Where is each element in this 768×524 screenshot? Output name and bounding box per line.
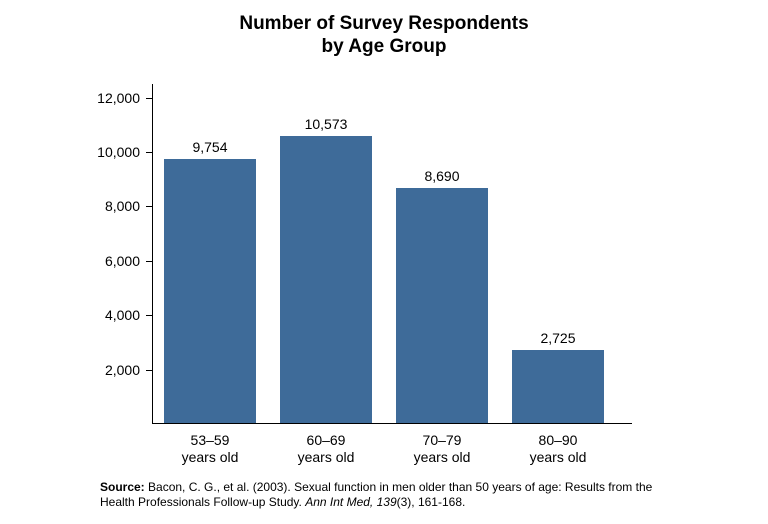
x-category-line1: 80–90 [512,432,604,449]
y-tick-label: 12,000 [84,90,140,106]
y-tick-label: 4,000 [84,307,140,323]
y-tick-mark [146,98,152,99]
y-tick-label: 8,000 [84,198,140,214]
y-tick-mark [146,261,152,262]
y-axis [152,84,153,424]
source-citation: Source: Bacon, C. G., et al. (2003). Sex… [100,480,680,510]
y-tick-mark [146,315,152,316]
bar [280,136,372,423]
chart-title: Number of Survey Respondents by Age Grou… [0,0,768,58]
x-category-line1: 53–59 [164,432,256,449]
x-category-label: 70–79years old [396,432,488,466]
x-axis [152,423,632,424]
y-tick-label: 2,000 [84,362,140,378]
x-category-line2: years old [164,449,256,466]
source-italic: Ann Int Med, 139 [305,495,396,509]
x-category-label: 80–90years old [512,432,604,466]
y-tick-label: 10,000 [84,144,140,160]
y-tick-label: 6,000 [84,253,140,269]
x-category-line2: years old [280,449,372,466]
x-category-line1: 70–79 [396,432,488,449]
bar [512,350,604,423]
chart-title-line2: by Age Group [0,35,768,58]
x-category-line2: years old [512,449,604,466]
y-tick-mark [146,152,152,153]
bar-value-label: 10,573 [280,116,372,132]
bar-value-label: 8,690 [396,168,488,184]
y-tick-mark [146,370,152,371]
x-category-line2: years old [396,449,488,466]
bar-value-label: 2,725 [512,330,604,346]
x-category-label: 53–59years old [164,432,256,466]
bar [164,159,256,423]
bar [396,188,488,423]
bar-value-label: 9,754 [164,139,256,155]
chart-plot-area: 2,0004,0006,0008,00010,00012,0009,75453–… [152,84,632,484]
source-text-2: (3), 161-168. [397,495,466,509]
chart-container: Number of Survey Respondents by Age Grou… [0,0,768,524]
y-tick-mark [146,206,152,207]
source-label: Source: [100,480,145,494]
x-category-label: 60–69years old [280,432,372,466]
x-category-line1: 60–69 [280,432,372,449]
chart-title-line1: Number of Survey Respondents [0,12,768,35]
